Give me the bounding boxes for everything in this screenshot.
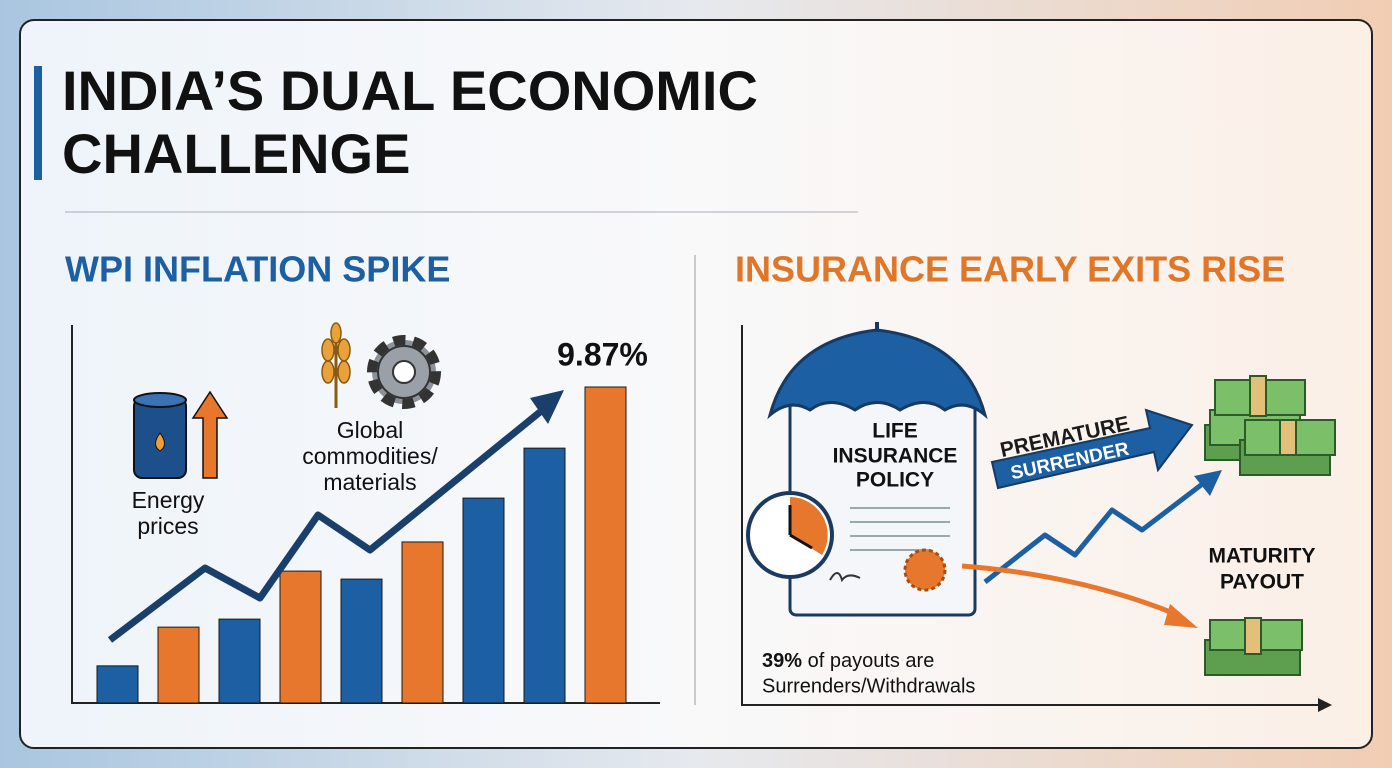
up-arrow-icon — [191, 390, 229, 479]
document-lines — [850, 507, 950, 551]
maturity-label: MATURITY — [1209, 545, 1316, 568]
trend-arrow-head — [530, 390, 564, 424]
maturity-arrow — [961, 563, 1179, 618]
bar — [96, 665, 139, 704]
money-stack-icon — [1204, 375, 1336, 476]
stat-text: 39% of payouts are — [762, 650, 934, 672]
gear-icon — [367, 335, 441, 409]
bar — [401, 541, 444, 704]
annotation: Energy — [132, 487, 205, 513]
bar — [584, 386, 627, 704]
annotation: materials — [323, 469, 416, 495]
annotation: Global — [337, 417, 403, 443]
trend-line-head — [1194, 470, 1222, 496]
clock-icon — [746, 491, 834, 579]
trend-arrow — [107, 409, 543, 643]
bar — [462, 497, 505, 704]
policy-label: INSURANCE — [833, 445, 958, 468]
bar — [523, 447, 566, 704]
section-title: INSURANCE EARLY EXITS RISE — [735, 249, 1285, 290]
axis-arrow — [1318, 698, 1332, 712]
bar — [157, 626, 200, 704]
maturity-arrow-head — [1164, 604, 1198, 628]
card — [19, 19, 1373, 749]
policy-label: LIFE — [872, 420, 918, 443]
signature — [829, 572, 861, 583]
title-accent — [34, 66, 42, 180]
oil-barrel-icon — [133, 392, 187, 479]
money-stack-icon — [1204, 617, 1303, 676]
axis — [741, 325, 1322, 706]
bar — [340, 578, 383, 704]
value-label: 9.87% — [557, 336, 648, 372]
seal-icon — [903, 548, 947, 592]
title-line: CHALLENGE — [62, 122, 410, 185]
title-line: INDIA’S DUAL ECONOMIC — [62, 59, 758, 122]
section-title: WPI INFLATION SPIKE — [65, 249, 450, 290]
bar-series: 9.87% — [96, 336, 648, 704]
policy-label: POLICY — [856, 469, 934, 492]
trend-line — [983, 480, 1207, 584]
stat-text: Surrenders/Withdrawals — [762, 675, 975, 697]
bar — [218, 618, 261, 704]
maturity-label: PAYOUT — [1220, 571, 1304, 594]
stat-value: 39% — [762, 650, 802, 672]
surrender-arrow — [990, 408, 1194, 490]
annotation: prices — [137, 513, 198, 539]
bar — [279, 570, 322, 704]
wheat-icon — [321, 322, 351, 408]
stat-text: of payouts are — [808, 650, 935, 672]
umbrella-icon — [767, 328, 988, 420]
annotation: commodities/ — [302, 443, 438, 469]
